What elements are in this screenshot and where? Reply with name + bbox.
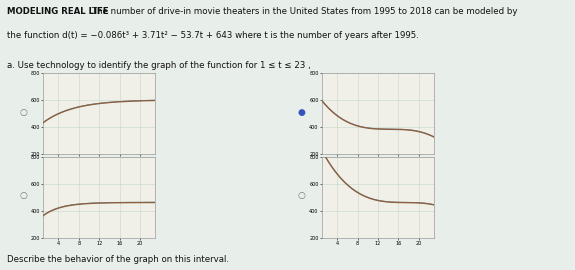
Text: The number of drive-in movie theaters in the United States from 1995 to 2018 can: The number of drive-in movie theaters in…: [89, 7, 518, 16]
Text: ○: ○: [298, 191, 306, 200]
Text: ○: ○: [19, 107, 27, 117]
Text: ●: ●: [298, 107, 306, 117]
Text: MODELING REAL LIFE: MODELING REAL LIFE: [7, 7, 109, 16]
Text: the function d(t) = −0.086t³ + 3.71t² − 53.7t + 643 where t is the number of yea: the function d(t) = −0.086t³ + 3.71t² − …: [7, 31, 419, 40]
Text: Describe the behavior of the graph on this interval.: Describe the behavior of the graph on th…: [7, 255, 229, 264]
Text: ○: ○: [19, 191, 27, 200]
Text: a. Use technology to identify the graph of the function for 1 ≤ t ≤ 23 ,: a. Use technology to identify the graph …: [7, 61, 310, 70]
